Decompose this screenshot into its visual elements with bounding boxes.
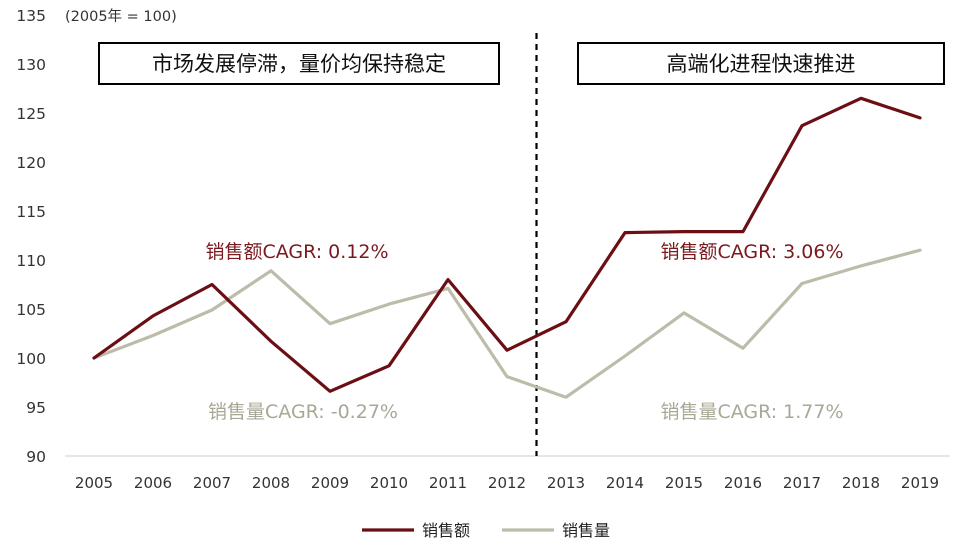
y-tick-label: 90 xyxy=(26,448,46,466)
box-left-frame xyxy=(98,42,500,85)
x-tick-label: 2012 xyxy=(488,474,526,492)
legend-label-sales-value: 销售额 xyxy=(422,521,470,540)
series-lines xyxy=(92,96,922,399)
axes: 90 95 100 105 110 115 120 125 130 135 (2005年 = 100… xyxy=(16,7,950,492)
cagr-volume-right: 销售量CAGR: 1.77% xyxy=(660,401,843,423)
series-line-sales-value xyxy=(92,96,922,393)
legend-label-sales-volume: 销售量 xyxy=(562,521,610,540)
y-tick-label: 120 xyxy=(16,154,46,172)
y-tick-label: 125 xyxy=(16,105,46,123)
period-annotation-boxes: 市场发展停滞，量价均保持稳定 高端化进程快速推进 xyxy=(98,42,945,85)
y-tick-label: 135 xyxy=(16,7,46,25)
x-tick-label: 2010 xyxy=(370,474,408,492)
x-tick-label: 2016 xyxy=(724,474,762,492)
x-tick-label: 2017 xyxy=(783,474,821,492)
y-tick-label: 105 xyxy=(16,301,46,319)
cagr-sales-right: 销售额CAGR: 3.06% xyxy=(660,241,843,263)
y-tick-label: 100 xyxy=(16,350,46,368)
y-tick-label: 110 xyxy=(16,252,46,270)
x-tick-label: 2014 xyxy=(606,474,644,492)
x-tick-label: 2019 xyxy=(901,474,939,492)
y-tick-label: 130 xyxy=(16,56,46,74)
box-right-frame xyxy=(577,42,945,85)
x-tick-label: 2013 xyxy=(547,474,585,492)
x-tick-label: 2007 xyxy=(193,474,231,492)
box-right-text: 高端化进程快速推进 xyxy=(667,52,856,76)
y-tick-label: 95 xyxy=(26,399,46,417)
legend: 销售额 销售量 xyxy=(362,521,610,540)
x-tick-label: 2005 xyxy=(75,474,113,492)
x-tick-label: 2006 xyxy=(134,474,172,492)
x-tick-label: 2015 xyxy=(665,474,703,492)
cagr-volume-left: 销售量CAGR: -0.27% xyxy=(208,401,398,423)
x-tick-label: 2009 xyxy=(311,474,349,492)
cagr-annotations: 销售额CAGR: 0.12% 销售量CAGR: -0.27% 销售额CAGR: 3.… xyxy=(205,241,843,423)
y-tick-label: 115 xyxy=(16,203,46,221)
box-left-text: 市场发展停滞，量价均保持稳定 xyxy=(152,52,446,76)
cagr-sales-left: 销售额CAGR: 0.12% xyxy=(205,241,388,263)
series-line-sales-volume xyxy=(92,248,922,399)
unit-note: (2005年 = 100) xyxy=(65,8,177,25)
x-tick-label: 2011 xyxy=(429,474,467,492)
x-tick-label: 2008 xyxy=(252,474,290,492)
x-tick-label: 2018 xyxy=(842,474,880,492)
